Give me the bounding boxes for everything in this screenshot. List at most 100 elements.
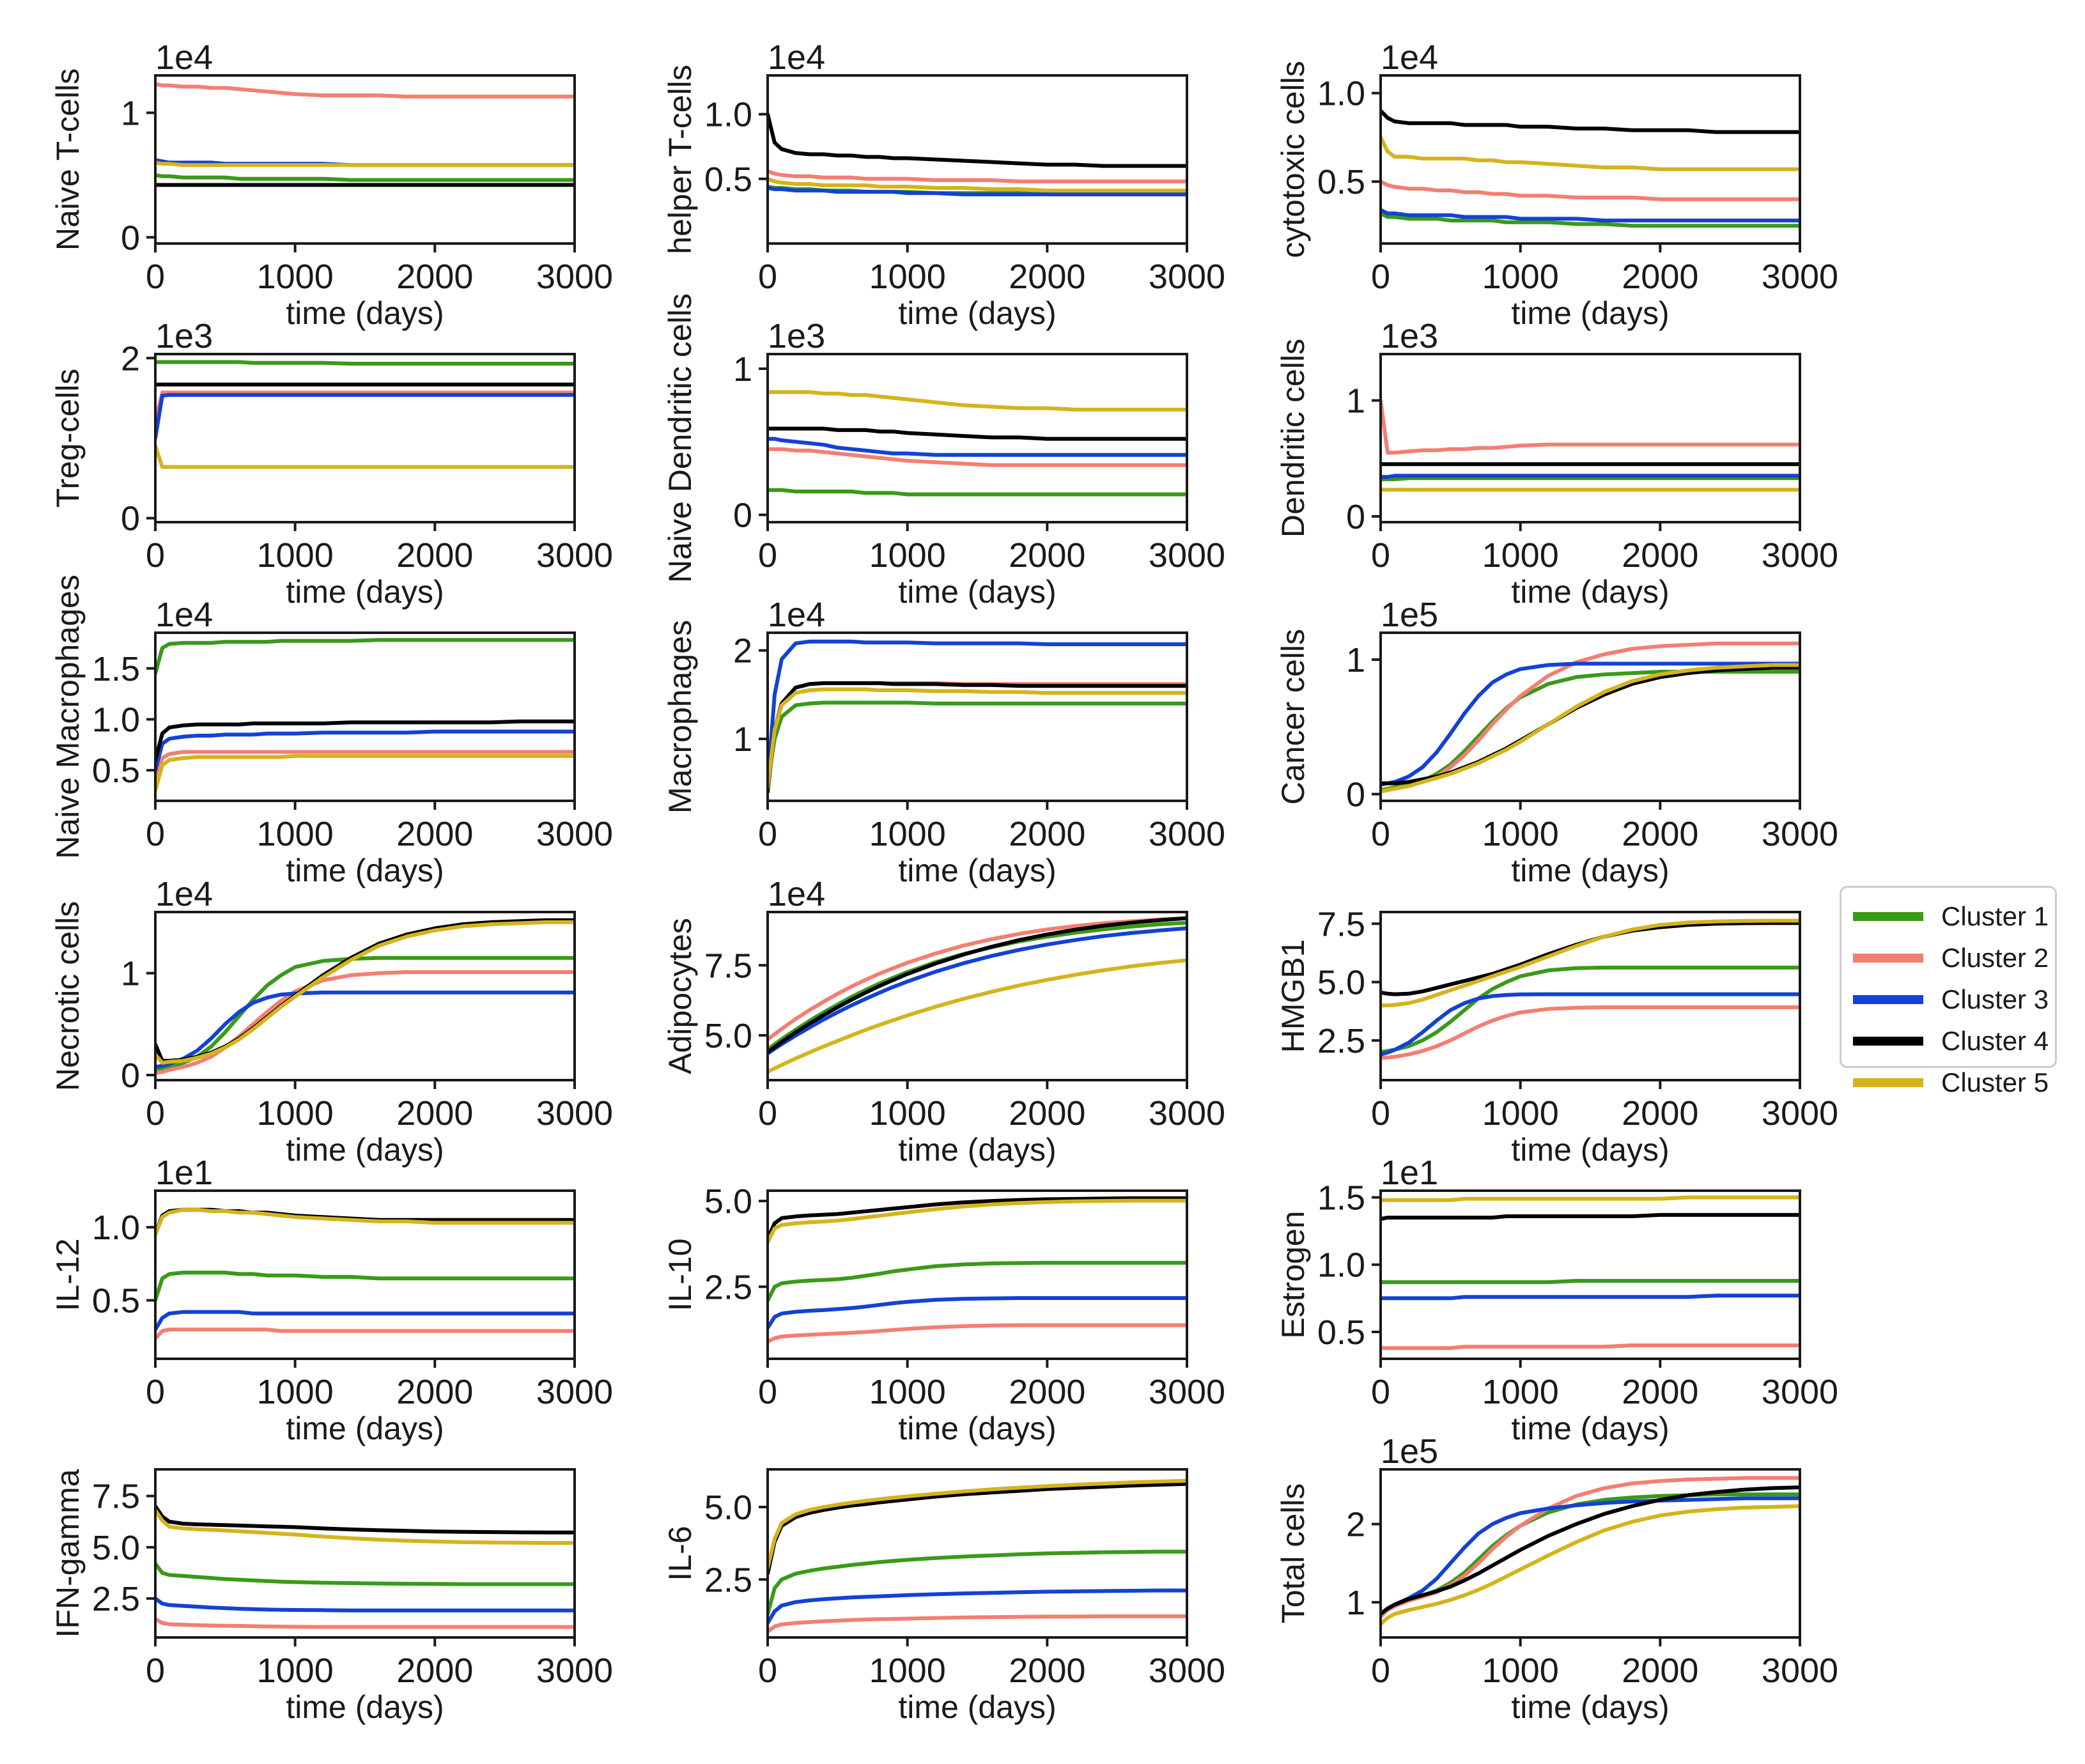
panel-cytotoxic-cells: 0 1000 2000 3000 0.5 1.0 time (days) cytotoxic … — [1275, 38, 1838, 331]
x-axis-label: time (days) — [1511, 574, 1669, 610]
x-tick-label: 2000 — [396, 258, 473, 296]
legend-swatch-cluster-2 — [1853, 953, 1923, 963]
y-axis-label: Necrotic cells — [50, 901, 86, 1091]
series-line-cluster-4 — [1381, 665, 1800, 785]
x-axis-label: time (days) — [286, 1132, 444, 1168]
series-line-cluster-2 — [768, 1323, 1187, 1344]
y-tick-label: 5.0 — [704, 1017, 752, 1055]
legend-swatch-cluster-4 — [1853, 1036, 1923, 1046]
axes-frame — [766, 1189, 1188, 1360]
series-group-treg-cells — [155, 360, 575, 469]
axis-multiplier: 1e4 — [155, 38, 213, 77]
y-axis-label: Macrophages — [662, 620, 698, 814]
series-line-cluster-5 — [768, 390, 1187, 412]
y-tick-label: 1.0 — [1317, 75, 1365, 113]
axes-frame — [154, 353, 576, 523]
series-line-cluster-5 — [768, 958, 1187, 1074]
series-line-cluster-1 — [155, 1271, 575, 1303]
x-tick-label: 1000 — [257, 536, 334, 575]
x-tick-label: 2000 — [396, 815, 473, 853]
series-line-cluster-2 — [155, 391, 575, 424]
series-line-cluster-1 — [155, 173, 575, 182]
y-tick-label: 0.5 — [1317, 163, 1365, 201]
series-line-cluster-2 — [1381, 398, 1800, 455]
series-line-cluster-1 — [768, 920, 1187, 1051]
series-line-cluster-1 — [1381, 965, 1800, 1055]
legend-swatch-cluster-1 — [1853, 911, 1923, 921]
series-line-cluster-4 — [1381, 1485, 1800, 1616]
series-line-cluster-2 — [768, 916, 1187, 1042]
y-tick-label: 5.0 — [704, 1182, 752, 1221]
x-tick-label: 1000 — [257, 1373, 334, 1411]
series-group-estrogen — [1381, 1195, 1800, 1350]
y-axis-label: Total cells — [1275, 1483, 1311, 1624]
series-line-cluster-4 — [1381, 1212, 1800, 1221]
series-line-cluster-3 — [155, 990, 575, 1069]
x-axis-label: time (days) — [898, 295, 1056, 331]
series-line-cluster-3 — [1381, 1294, 1800, 1301]
axes-frame — [154, 631, 576, 802]
series-group-naive-macrophages — [155, 638, 575, 793]
series-line-cluster-4 — [768, 681, 1187, 794]
panel-necrotic-cells: 0 1000 2000 3000 0 1 time (days) Necrotic cells… — [50, 875, 613, 1168]
x-tick-label: 3000 — [536, 815, 613, 853]
panel-naive-dendritic-cells: 0 1000 2000 3000 0 1 time (days) Naive Dendriti… — [662, 293, 1225, 610]
series-line-cluster-4 — [768, 1196, 1187, 1241]
y-tick-label: 0.5 — [1317, 1313, 1365, 1352]
legend-label-cluster-3: Cluster 3 — [1941, 984, 2049, 1014]
axis-multiplier: 1e3 — [1381, 317, 1438, 355]
y-axis-label: Naive Dendritic cells — [662, 293, 698, 583]
y-axis-label: Adipocytes — [662, 918, 698, 1074]
x-tick-label: 2000 — [1009, 536, 1085, 575]
series-line-cluster-1 — [1381, 476, 1800, 481]
y-tick-label: 1.0 — [92, 700, 140, 739]
x-tick-label: 0 — [758, 536, 777, 575]
series-line-cluster-4 — [768, 112, 1187, 168]
x-tick-label: 3000 — [1149, 258, 1225, 296]
legend: Cluster 1 Cluster 2 Cluster 3 Cluster 4 … — [1840, 886, 2057, 1097]
x-tick-label: 0 — [146, 1652, 165, 1690]
x-axis-label: time (days) — [898, 1132, 1056, 1168]
x-tick-label: 1000 — [1482, 1373, 1559, 1411]
panel-treg-cells: 0 1000 2000 3000 0 2 time (days) Treg-cells 1e3 — [50, 317, 613, 610]
series-group-adipocytes — [768, 916, 1187, 1074]
y-axis-label: IL-6 — [662, 1526, 698, 1581]
y-tick-label: 2.5 — [92, 1580, 140, 1618]
y-tick-label: 1.5 — [92, 650, 140, 688]
series-line-cluster-4 — [768, 1482, 1187, 1576]
series-line-cluster-3 — [155, 1310, 575, 1332]
x-tick-label: 0 — [1371, 536, 1390, 575]
axis-multiplier: 1e3 — [155, 317, 213, 355]
x-tick-label: 0 — [758, 258, 777, 296]
y-axis-label: Estrogen — [1275, 1211, 1311, 1338]
y-tick-label: 2.5 — [704, 1561, 752, 1599]
y-tick-label: 1 — [121, 955, 140, 993]
series-line-cluster-1 — [155, 1561, 575, 1586]
series-line-cluster-5 — [155, 160, 575, 167]
y-tick-label: 0 — [121, 1056, 140, 1095]
x-tick-label: 0 — [758, 1373, 777, 1411]
series-group-naive-t-cells — [155, 82, 575, 187]
legend-swatch-cluster-5 — [1853, 1078, 1923, 1087]
x-tick-label: 1000 — [869, 536, 946, 575]
x-tick-label: 3000 — [1762, 1652, 1838, 1690]
series-line-cluster-2 — [768, 169, 1187, 183]
series-line-cluster-1 — [768, 1260, 1187, 1303]
series-group-necrotic-cells — [155, 918, 575, 1075]
y-tick-label: 1 — [1346, 1584, 1365, 1622]
x-tick-label: 1000 — [869, 815, 946, 853]
y-tick-label: 2.5 — [704, 1268, 752, 1306]
y-tick-label: 0.5 — [704, 160, 752, 199]
x-tick-label: 3000 — [1149, 536, 1225, 575]
series-line-cluster-3 — [155, 392, 575, 440]
x-tick-label: 1000 — [1482, 536, 1559, 575]
y-tick-label: 2 — [121, 339, 140, 378]
series-line-cluster-5 — [768, 1478, 1187, 1570]
legend-label-cluster-1: Cluster 1 — [1941, 901, 2049, 931]
x-tick-label: 2000 — [1009, 258, 1085, 296]
x-tick-label: 3000 — [536, 536, 613, 575]
axis-multiplier: 1e5 — [1381, 596, 1438, 634]
x-tick-label: 3000 — [536, 1652, 613, 1690]
series-line-cluster-5 — [1381, 1195, 1800, 1202]
series-line-cluster-2 — [1381, 1005, 1800, 1060]
